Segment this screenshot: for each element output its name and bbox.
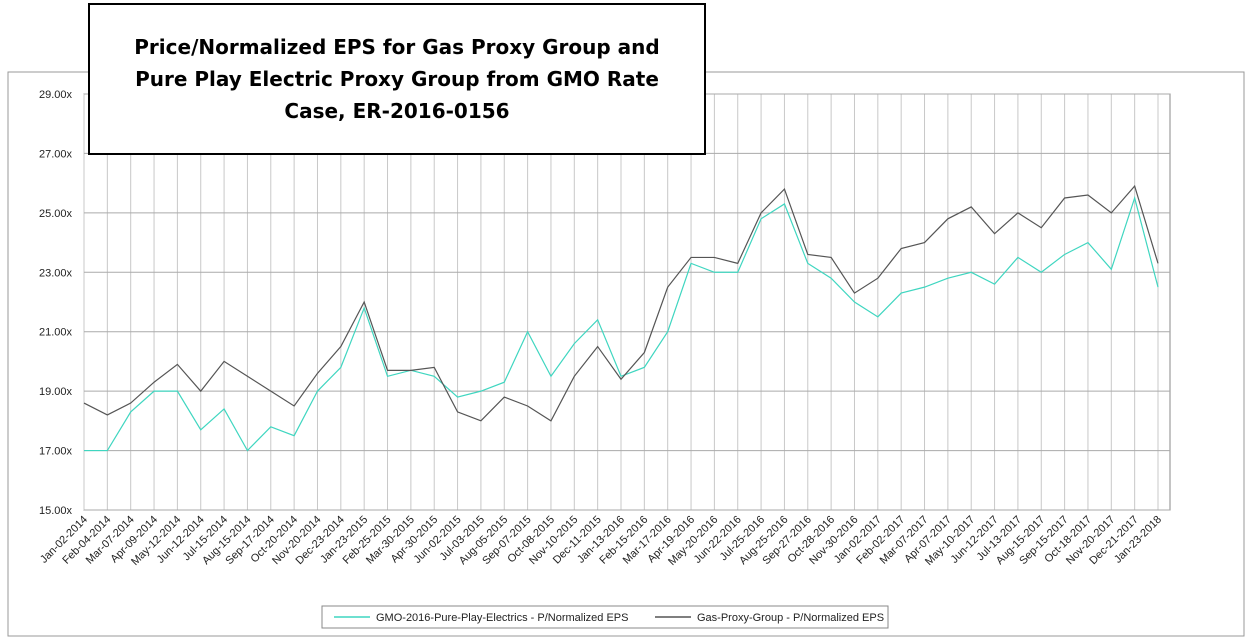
legend-label: Gas-Proxy-Group - P/Normalized EPS [697, 612, 884, 624]
legend-label: GMO-2016-Pure-Play-Electrics - P/Normali… [376, 612, 628, 624]
plot-area [83, 93, 1171, 511]
chart-title: Price/Normalized EPS for Gas Proxy Group… [88, 3, 706, 155]
y-tick-label: 29.00x [39, 89, 73, 101]
y-tick-label: 27.00x [39, 148, 73, 160]
y-tick-label: 25.00x [39, 208, 73, 220]
y-tick-label: 21.00x [39, 327, 73, 339]
y-tick-label: 19.00x [39, 386, 73, 398]
legend-box [321, 605, 889, 629]
series-line [83, 184, 1159, 422]
y-tick-label: 15.00x [39, 505, 73, 517]
y-tick-label: 17.00x [39, 446, 73, 458]
series-line [84, 195, 1159, 452]
y-tick-label: 23.00x [39, 267, 73, 279]
